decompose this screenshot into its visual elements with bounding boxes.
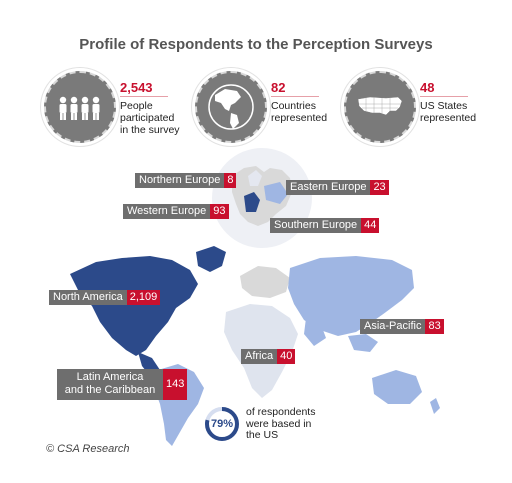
label-northern-europe: Northern Europe 8 [135,173,237,188]
us-share-donut [205,407,239,441]
stat-states-text: US States represented [420,100,477,124]
stat-states-circle [344,71,416,143]
stat-people-text: People participated in the survey [120,100,180,136]
stat-countries-divider [271,96,319,97]
globe-icon [208,84,254,130]
northern-europe-shape [248,170,262,186]
india-shape [304,318,326,346]
southeast-asia-shape [348,334,378,352]
label-north-america: North America 2,109 [49,290,161,305]
stat-people-divider [120,96,168,97]
stat-states-number: 48 [420,80,435,95]
label-southern-europe: Southern Europe 44 [270,218,380,233]
credit-text: © CSA Research [46,443,130,455]
label-latin-america: Latin America and the Caribbean 143 [57,369,188,400]
stat-states-divider [420,96,468,97]
us-share-arc [205,407,239,441]
page-title: Profile of Respondents to the Perception… [79,36,433,53]
new-zealand-shape [430,398,440,414]
people-icon [59,96,100,120]
us-share-text: of respondents were based in the US [246,406,316,441]
asia-shape [288,256,414,336]
stat-people-circle [44,71,116,143]
us-share-percent: 79% [210,418,234,430]
north-america-shape [70,256,198,356]
stat-countries-circle [195,71,267,143]
label-eastern-europe: Eastern Europe 23 [286,180,389,195]
australia-shape [372,370,422,404]
stat-people-number: 2,543 [120,80,153,95]
stat-countries-text: Countries represented [271,100,328,124]
western-europe-shape [244,192,260,212]
us-map-icon [357,96,403,116]
greenland-shape [196,246,226,272]
label-africa: Africa 40 [241,349,296,364]
europe-small-shape [240,266,290,298]
eastern-europe-shape [264,182,288,204]
label-asia-pacific: Asia-Pacific 83 [360,319,444,334]
label-western-europe: Western Europe 93 [123,204,229,219]
stat-countries-number: 82 [271,80,286,95]
